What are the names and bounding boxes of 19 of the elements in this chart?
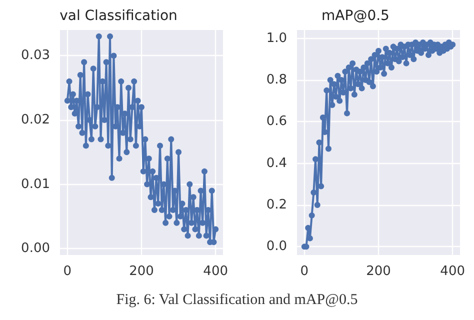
y-tick-label: 0.4 (266, 156, 287, 171)
x-tick-label: 400 (440, 264, 466, 279)
y-tick-label: 0.01 (21, 176, 50, 192)
y-tick-label: 0.02 (21, 112, 50, 128)
y-tick-label: 0.0 (266, 239, 287, 254)
y-tick-label: 0.03 (21, 48, 50, 64)
chart-title: val Classification (60, 8, 178, 24)
y-tick-label: 0.00 (21, 241, 50, 256)
chart-title: mAP@0.5 (322, 8, 390, 24)
x-tick-label: 0 (300, 264, 309, 279)
x-tick-label: 0 (63, 264, 72, 279)
y-tick-label: 1.0 (266, 30, 287, 46)
caption: Fig. 6: Val Classification and mAP@0.5 (115, 292, 359, 309)
y-tick-label: 0.6 (266, 114, 287, 130)
x-tick-label: 200 (129, 264, 154, 279)
y-tick-label: 0.8 (266, 72, 287, 88)
x-tick-label: 200 (366, 264, 391, 279)
x-tick-label: 400 (203, 264, 228, 279)
y-tick-label: 0.2 (266, 198, 287, 212)
